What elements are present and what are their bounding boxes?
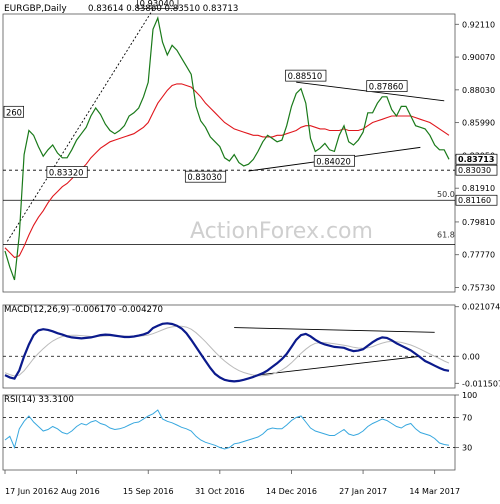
level-price-label: 0.81160 bbox=[458, 196, 491, 205]
time-tick-label: 27 Jan 2017 bbox=[339, 487, 387, 496]
annotation-label: 0.84020 bbox=[316, 156, 351, 166]
macd-line bbox=[4, 322, 450, 383]
macd-y-tick-label: 0.00 bbox=[462, 352, 480, 361]
time-tick-label: 14 Dec 2016 bbox=[266, 487, 317, 496]
annotation-box bbox=[285, 69, 327, 82]
price-line bbox=[4, 15, 450, 281]
price-panel: 0.921100.900700.880300.859900.839500.819… bbox=[2, 0, 498, 293]
price-y-tick-label: 0.92110 bbox=[462, 20, 495, 29]
price-y-tick-label: 0.88030 bbox=[462, 86, 495, 95]
price-y-tick-label: 0.75730 bbox=[462, 284, 495, 293]
rsi-y-tick-label: 30 bbox=[462, 444, 472, 453]
annotation-label: 0.83320 bbox=[49, 168, 84, 178]
macd-y-tick-label: 0.021074 bbox=[462, 303, 500, 312]
macd-panel: 0.021074 0.00 -0.011507 bbox=[2, 303, 500, 389]
fibonacci-label: 50.0 bbox=[437, 190, 455, 199]
macd-trendline bbox=[234, 327, 435, 333]
annotation-box bbox=[3, 105, 24, 118]
watermark: ActionForex.com bbox=[190, 219, 373, 244]
annotation-box bbox=[313, 154, 355, 167]
last-price-label: 0.83713 bbox=[458, 155, 494, 164]
annotation-label: 0.93040 bbox=[140, 0, 175, 8]
price-y-tick-label: 0.81910 bbox=[462, 184, 495, 193]
fibonacci-label: 61.8 bbox=[437, 230, 455, 239]
time-axis: 17 Jun 2016 2 Aug 2016 15 Sep 2016 31 Oct 2… bbox=[4, 470, 460, 496]
price-y-tick-label: 0.85990 bbox=[462, 119, 495, 128]
macd-signal-line bbox=[4, 325, 450, 377]
time-tick-label: 14 Mar 2017 bbox=[409, 487, 460, 496]
rsi-y-tick-label: 70 bbox=[462, 414, 472, 423]
macd-frame bbox=[2, 304, 456, 389]
macd-y-tick-label: -0.011507 bbox=[462, 379, 500, 388]
price-y-tick-label: 0.77770 bbox=[462, 251, 495, 260]
annotation-label: 0.83030 bbox=[187, 172, 222, 182]
annotation-box bbox=[137, 0, 179, 9]
symbol-label: EURGBP,Daily bbox=[4, 4, 67, 14]
price-trendline bbox=[7, 9, 154, 242]
time-tick-label: 2 Aug 2016 bbox=[54, 487, 100, 496]
annotation-label: 0.87860 bbox=[369, 82, 404, 92]
price-y-tick-label: 0.79810 bbox=[462, 218, 495, 227]
last-price-box bbox=[455, 153, 498, 165]
rsi-y-tick-label: 100 bbox=[462, 391, 477, 400]
rsi-line bbox=[4, 409, 450, 450]
rsi-label: RSI(14) 33.3100 bbox=[4, 395, 74, 405]
annotation-box bbox=[184, 170, 227, 183]
annotation-box bbox=[46, 166, 88, 178]
price-y-tick-label: 0.90070 bbox=[462, 53, 495, 62]
time-tick-label: 17 Jun 2016 bbox=[5, 487, 53, 496]
rsi-panel: 100 70 30 bbox=[2, 391, 477, 471]
annotation-label: 260 bbox=[6, 107, 22, 117]
level-price-label: 0.83030 bbox=[458, 166, 491, 175]
macd-label: MACD(12,26,9) -0.006170 -0.004270 bbox=[4, 305, 163, 315]
time-tick-label: 15 Sep 2016 bbox=[123, 487, 174, 496]
level-price-box bbox=[455, 194, 498, 206]
time-tick-label: 31 Oct 2016 bbox=[195, 487, 244, 496]
ohlc-readout: 0.83614 0.83860 0.83510 0.83713 bbox=[88, 4, 238, 14]
level-price-box bbox=[455, 164, 498, 176]
price-frame bbox=[2, 13, 456, 293]
annotation-box bbox=[366, 80, 408, 92]
rsi-frame bbox=[2, 394, 456, 471]
macd-trendline bbox=[253, 355, 421, 376]
annotation-label: 0.88510 bbox=[288, 71, 323, 81]
